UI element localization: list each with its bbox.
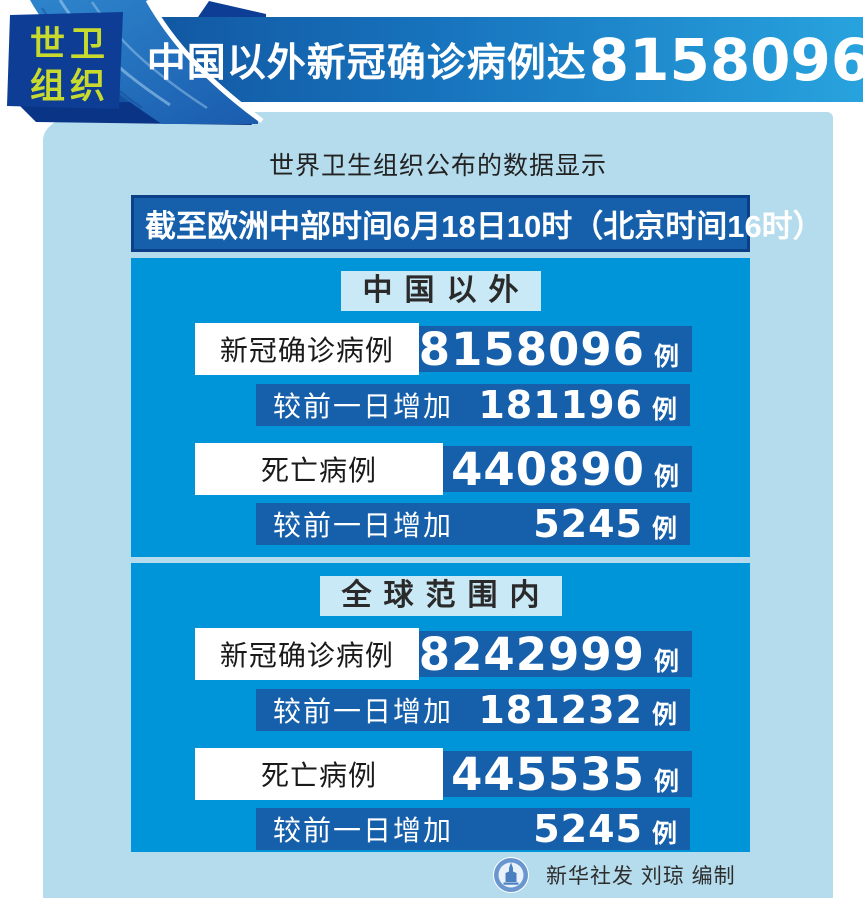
stat-label: 较前一日增加 <box>273 391 454 422</box>
stat-value: 440890 例 <box>451 447 679 492</box>
badge-wrap: 全球范围内 <box>131 576 750 616</box>
footer: 新华社发 刘琼 编制 <box>492 855 736 895</box>
date-bar: 截至欧洲中部时间6月18日10时（北京时间16时） <box>131 195 824 252</box>
panel-badge: 中国以外 <box>340 271 541 311</box>
stat-label: 较前一日增加 <box>273 696 454 727</box>
stat-value: 8158096 例 <box>419 327 679 372</box>
header-banner <box>7 0 863 125</box>
title-prefix: 中国以外新冠确诊病例达 <box>146 41 587 85</box>
badge-wrap: 中国以外 <box>131 271 750 311</box>
org-label-line2: 组织 <box>30 67 111 106</box>
stat-label: 新冠确诊病例 <box>195 628 419 680</box>
stat-unit: 例 <box>651 396 677 424</box>
stat-value-bar: 8242999 例 <box>418 631 692 677</box>
title-number: 8158096 <box>588 25 863 94</box>
stat-number: 181196 <box>478 383 643 427</box>
stat-row-daily-increase: 较前一日增加 181232 例 <box>256 689 690 731</box>
stat-number: 5245 <box>533 502 643 546</box>
stat-value: 5245 例 <box>533 810 677 848</box>
stat-row-deaths: 死亡病例 445535 例 <box>195 748 692 800</box>
stat-value: 5245 例 <box>533 505 677 543</box>
stat-unit: 例 <box>651 701 677 729</box>
credit-text: 新华社发 刘琼 编制 <box>546 865 736 888</box>
stat-value: 181232 例 <box>478 691 677 729</box>
ribbon-white-edge <box>145 0 264 124</box>
stat-unit: 例 <box>653 647 679 676</box>
stat-row-daily-increase: 较前一日增加 5245 例 <box>256 808 690 850</box>
stat-label: 较前一日增加 <box>273 815 454 846</box>
stat-value-bar: 440890 例 <box>443 446 692 492</box>
stat-row-confirmed: 新冠确诊病例 8242999 例 <box>195 628 692 680</box>
stat-row-daily-increase: 较前一日增加 181196 例 <box>256 384 690 426</box>
stat-unit: 例 <box>651 820 677 848</box>
intro-text: 世界卫生组织公布的数据显示 <box>268 152 607 180</box>
stat-number: 8158096 <box>418 322 645 376</box>
panel-badge: 全球范围内 <box>319 576 562 616</box>
ribbon-fold-icon <box>198 1 266 17</box>
stat-unit: 例 <box>653 767 679 796</box>
stat-value: 181196 例 <box>478 386 677 424</box>
panel-outside-china: 中国以外 新冠确诊病例 8158096 例 较前一日增加 181196 例 死亡… <box>131 258 750 557</box>
stat-unit: 例 <box>653 342 679 371</box>
stat-label: 新冠确诊病例 <box>195 323 419 375</box>
stat-unit: 例 <box>653 462 679 491</box>
panel-global: 全球范围内 新冠确诊病例 8242999 例 较前一日增加 181232 例 死… <box>131 563 750 852</box>
stat-label: 死亡病例 <box>195 443 443 495</box>
org-label: 世卫 组织 <box>30 24 110 108</box>
org-label-block <box>7 12 123 109</box>
stat-row-deaths: 死亡病例 440890 例 <box>195 443 692 495</box>
stat-row-daily-increase: 较前一日增加 5245 例 <box>256 503 690 545</box>
stat-row-confirmed: 新冠确诊病例 8158096 例 <box>195 323 692 375</box>
stat-value: 8242999 例 <box>419 632 679 677</box>
stat-value: 445535 例 <box>451 752 679 797</box>
page-title: 中国以外新冠确诊病例达 8158096 例 <box>147 17 863 102</box>
stat-number: 181232 <box>478 688 643 732</box>
stat-number: 5245 <box>533 807 643 851</box>
stat-unit: 例 <box>651 515 677 543</box>
org-label-line1: 世卫 <box>30 25 111 64</box>
stat-label: 死亡病例 <box>195 748 443 800</box>
stat-value-bar: 8158096 例 <box>418 326 692 372</box>
stat-value-bar: 445535 例 <box>443 751 692 797</box>
stat-number: 440890 <box>451 442 645 496</box>
xinhua-emblem-icon <box>493 857 529 893</box>
stat-number: 8242999 <box>418 627 645 681</box>
stat-number: 445535 <box>451 747 645 801</box>
stat-label: 较前一日增加 <box>273 510 454 541</box>
